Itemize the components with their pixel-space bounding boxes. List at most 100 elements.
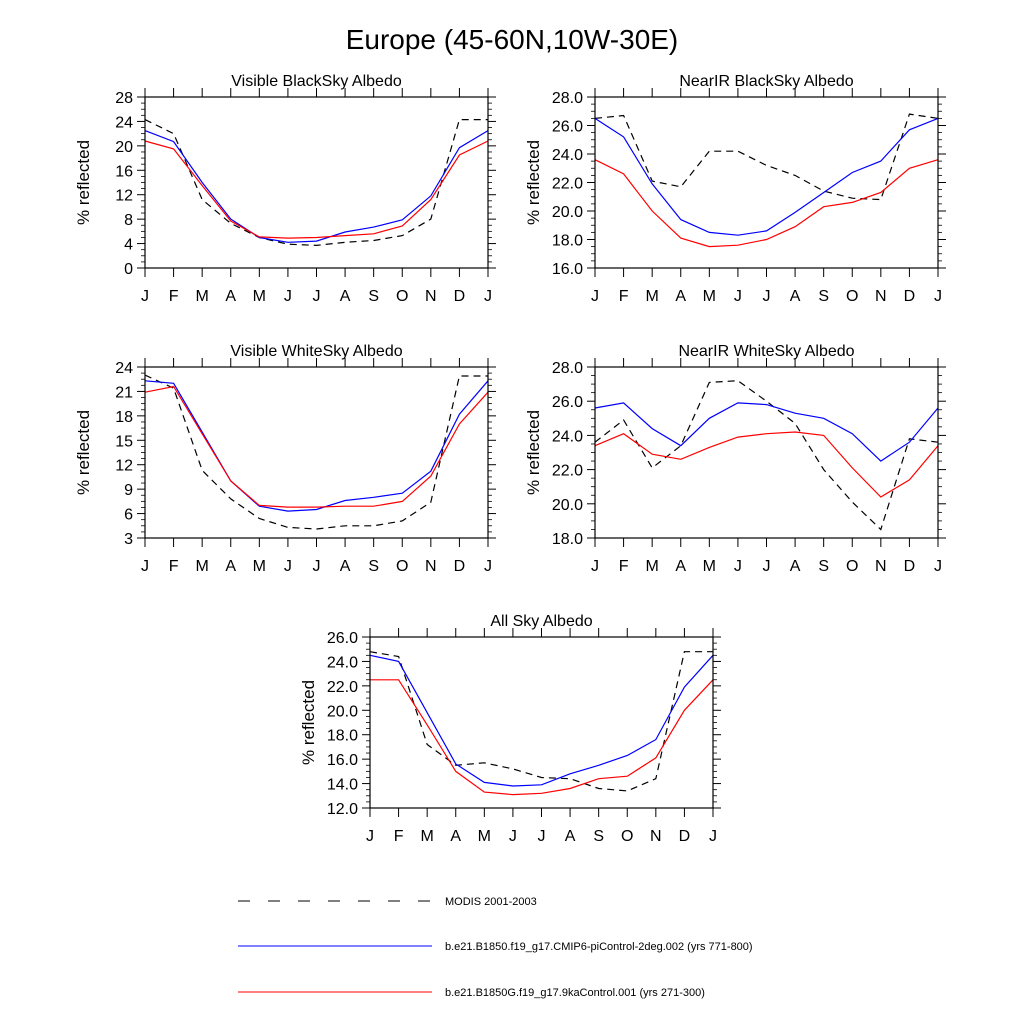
x-tick-label: A (340, 558, 351, 575)
y-tick-label: 20.0 (552, 497, 583, 514)
x-tick-label: J (591, 288, 599, 305)
x-tick-label: O (846, 288, 858, 305)
x-tick-label: M (478, 828, 491, 845)
x-tick-label: N (425, 288, 437, 305)
x-tick-label: A (790, 288, 801, 305)
y-tick-label: 18.0 (552, 531, 583, 548)
x-tick-label: S (368, 288, 379, 305)
x-tick-label: N (425, 558, 437, 575)
y-tick-label: 18.0 (327, 728, 358, 745)
x-tick-label: J (763, 558, 771, 575)
x-tick-label: J (284, 558, 292, 575)
y-axis-label: % reflected (299, 680, 318, 765)
y-tick-label: 20.0 (327, 703, 358, 720)
x-tick-label: J (141, 558, 149, 575)
figure-title: Europe (45-60N,10W-30E) (346, 24, 679, 55)
legend-label-cmip6: b.e21.B1850.f19_g17.CMIP6-piControl-2deg… (445, 941, 753, 953)
plot-frame (144, 96, 489, 269)
y-axis-label: % reflected (74, 410, 93, 495)
x-tick-label: M (703, 288, 716, 305)
y-tick-label: 12 (115, 188, 133, 205)
x-tick-label: J (709, 828, 717, 845)
legend: MODIS 2001-2003 b.e21.B1850.f19_g17.CMIP… (238, 896, 753, 999)
x-tick-label: J (734, 558, 742, 575)
x-tick-label: J (313, 288, 321, 305)
series-line-9ka (144, 385, 489, 508)
x-tick-label: D (679, 828, 691, 845)
x-tick-label: A (675, 288, 686, 305)
x-tick-label: D (904, 558, 916, 575)
x-tick-label: J (763, 288, 771, 305)
y-tick-label: 22.0 (552, 463, 583, 480)
y-tick-label: 28.0 (552, 360, 583, 377)
y-axis-label: % reflected (524, 140, 543, 225)
panel-4: NearIR WhiteSky Albedo % reflected 18.0 20.… (524, 343, 946, 575)
y-tick-label: 12.0 (327, 801, 358, 818)
x-tick-label: A (340, 288, 351, 305)
x-tick-label: M (196, 288, 209, 305)
series-line-modis (369, 651, 713, 792)
y-tick-label: 16.0 (552, 261, 583, 278)
series-line-modis (594, 380, 939, 531)
y-tick-label: 28 (115, 90, 133, 107)
panel-5: All Sky Albedo % reflected 12.0 14.0 16.0 18.… (299, 613, 721, 845)
y-tick-label: 24 (115, 360, 133, 377)
y-tick-label: 21 (115, 384, 133, 401)
y-tick-label: 20.0 (552, 204, 583, 221)
x-tick-label: F (169, 558, 179, 575)
x-tick-label: O (846, 558, 858, 575)
x-tick-label: J (366, 828, 374, 845)
y-tick-label: 20 (115, 139, 133, 156)
y-tick-label: 24 (115, 114, 133, 131)
x-tick-label: F (619, 558, 629, 575)
y-tick-label: 18 (115, 409, 133, 426)
y-tick-label: 28.0 (552, 90, 583, 107)
x-tick-label: M (253, 288, 266, 305)
plot-frame (369, 636, 714, 809)
x-tick-label: S (818, 288, 829, 305)
x-tick-label: J (509, 828, 517, 845)
x-tick-label: J (141, 288, 149, 305)
x-tick-label: J (313, 558, 321, 575)
x-tick-label: S (818, 558, 829, 575)
x-tick-label: M (253, 558, 266, 575)
x-tick-label: S (593, 828, 604, 845)
x-tick-label: A (225, 288, 236, 305)
x-tick-label: O (396, 288, 408, 305)
y-tick-label: 26.0 (552, 394, 583, 411)
y-tick-label: 22.0 (327, 679, 358, 696)
x-tick-label: J (591, 558, 599, 575)
x-tick-label: A (675, 558, 686, 575)
y-tick-label: 16 (115, 163, 133, 180)
y-tick-label: 6 (124, 507, 133, 524)
x-tick-label: D (454, 558, 466, 575)
series-line-modis (144, 118, 488, 247)
panel-title: All Sky Albedo (490, 613, 592, 630)
x-tick-label: N (875, 288, 887, 305)
panels: Visible BlackSky Albedo % reflected 0 4 8 12 1… (74, 73, 946, 845)
series-line-9ka (594, 159, 939, 248)
x-tick-label: A (225, 558, 236, 575)
panel-1: Visible BlackSky Albedo % reflected 0 4 8 12 1… (74, 73, 496, 305)
x-tick-label: J (284, 288, 292, 305)
panel-title: NearIR WhiteSky Albedo (678, 343, 854, 360)
y-tick-label: 26.0 (327, 630, 358, 647)
x-tick-label: M (421, 828, 434, 845)
legend-label-modis: MODIS 2001-2003 (445, 896, 537, 908)
plot-frame (144, 366, 489, 539)
x-tick-label: J (484, 288, 492, 305)
panel-2: NearIR BlackSky Albedo % reflected 16.0 18.… (524, 73, 946, 305)
series-line-cmip6 (369, 654, 714, 787)
x-tick-label: O (621, 828, 633, 845)
y-axis-label: % reflected (74, 140, 93, 225)
x-tick-label: M (196, 558, 209, 575)
y-tick-label: 4 (124, 237, 133, 254)
x-tick-label: N (875, 558, 887, 575)
x-tick-label: J (734, 288, 742, 305)
x-tick-label: M (646, 288, 659, 305)
y-tick-label: 12 (115, 458, 133, 475)
x-tick-label: M (646, 558, 659, 575)
x-tick-label: F (619, 288, 629, 305)
x-tick-label: A (565, 828, 576, 845)
